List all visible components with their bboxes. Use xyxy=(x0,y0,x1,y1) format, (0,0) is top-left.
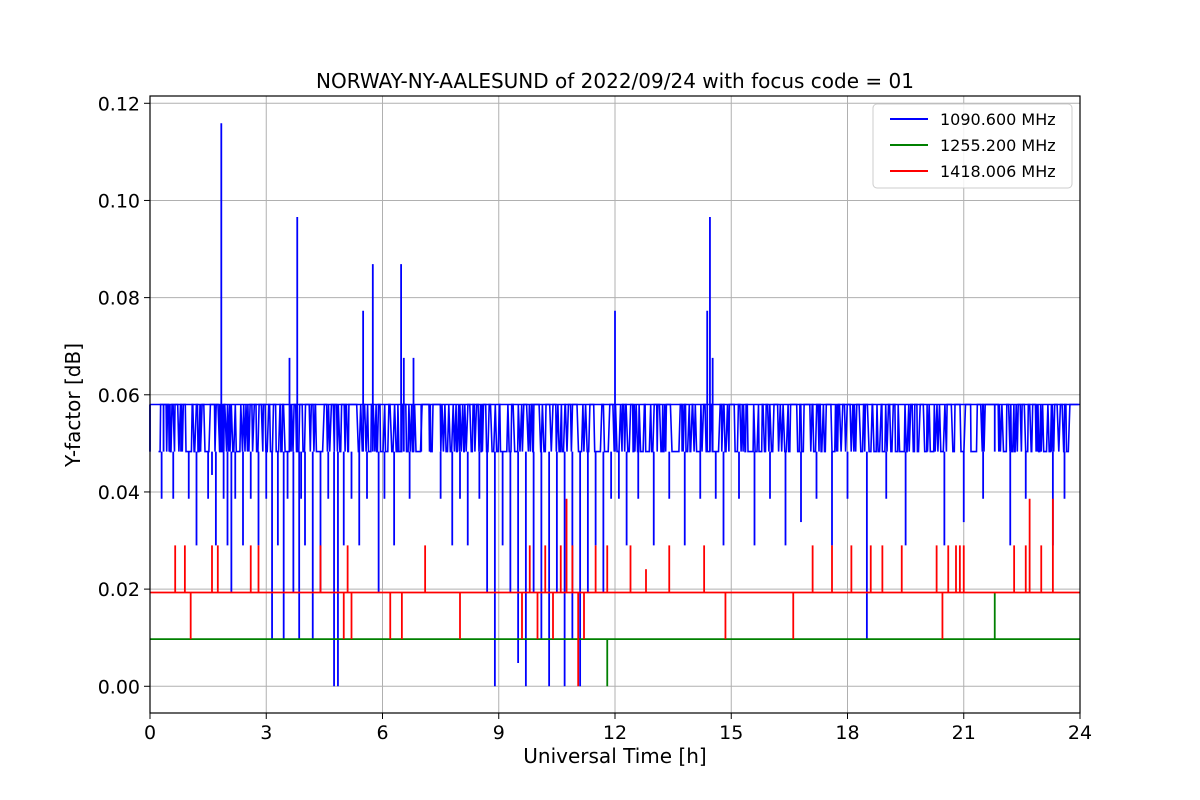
x-tick-label: 18 xyxy=(835,722,859,744)
x-tick-label: 0 xyxy=(144,722,156,744)
y-tick-label: 0.04 xyxy=(98,482,140,504)
x-tick-label: 15 xyxy=(719,722,743,744)
y-tick-label: 0.12 xyxy=(98,93,140,115)
x-tick-label: 9 xyxy=(493,722,505,744)
y-tick-label: 0.06 xyxy=(98,385,140,407)
legend-label: 1418.006 MHz xyxy=(940,162,1056,181)
y-tick-label: 0.00 xyxy=(98,676,140,698)
legend-label: 1255.200 MHz xyxy=(940,136,1056,155)
y-tick-label: 0.08 xyxy=(98,288,140,310)
axis-ticks: 0 3 6 9 12 15 18 21 24 0.00 0.02 0.04 0.06 0.08 0.10 0.… xyxy=(98,93,1092,744)
legend-box xyxy=(872,103,1073,189)
x-axis-title: Universal Time [h] xyxy=(523,744,706,768)
legend: 1090.600 MHz 1255.200 MHz 1418.006 MHz xyxy=(872,103,1073,189)
legend-label: 1090.600 MHz xyxy=(940,110,1056,129)
series-1090-600 xyxy=(149,123,1080,687)
series-1418-006 xyxy=(150,498,1080,687)
x-tick-label: 6 xyxy=(376,722,388,744)
y-tick-label: 0.02 xyxy=(98,579,140,601)
x-tick-label: 12 xyxy=(603,722,627,744)
series-1255-200 xyxy=(150,592,1080,687)
y-axis-title: Y-factor [dB] xyxy=(61,343,85,468)
y-tick-label: 0.10 xyxy=(98,190,140,212)
chart-title: NORWAY-NY-AALESUND of 2022/09/24 with fo… xyxy=(316,69,914,93)
x-tick-label: 3 xyxy=(260,722,272,744)
x-tick-label: 24 xyxy=(1068,722,1092,744)
plot-series xyxy=(149,123,1080,687)
x-tick-label: 21 xyxy=(952,722,976,744)
